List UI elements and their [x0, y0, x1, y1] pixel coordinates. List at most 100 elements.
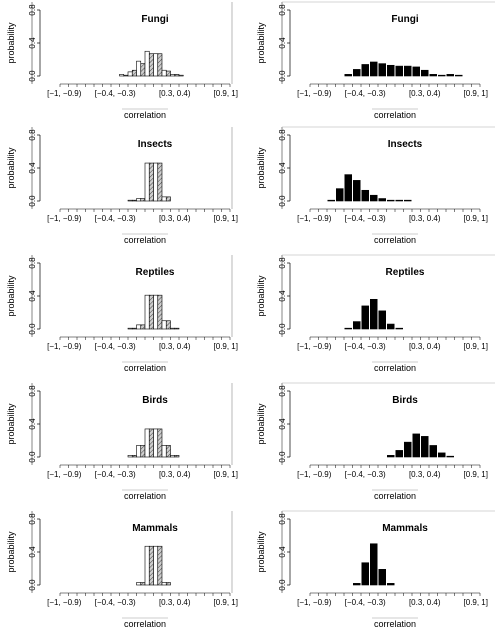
x-tick-label: [0.3, 0.4) [409, 342, 441, 351]
bar-black [352, 69, 361, 77]
panel-title: Insects [388, 139, 423, 150]
y-tick-label: 0.4 [278, 162, 287, 174]
bar-hatched [165, 582, 171, 586]
y-tick-label: 0.8 [278, 257, 287, 269]
bar-hatched [148, 53, 154, 77]
bar-white [144, 162, 150, 202]
bar-black [327, 199, 335, 202]
bar-black [369, 194, 378, 202]
x-axis-title: correlation [124, 235, 166, 245]
bar-hatched [165, 196, 171, 202]
x-axis-title: correlation [124, 491, 166, 501]
bar-black [395, 65, 403, 77]
x-tick-label: [0.9, 1] [464, 470, 488, 479]
bar-black [378, 569, 386, 586]
bar-black [412, 66, 420, 77]
bar-black [361, 562, 369, 586]
bar-white [136, 60, 142, 77]
x-tick-label: [−1, −0.9) [47, 470, 82, 479]
bar-hatched [131, 327, 137, 330]
x-tick-label: [−0.4, −0.3) [345, 214, 386, 223]
bar-black [386, 64, 395, 77]
bar-black [395, 450, 403, 458]
bar-white [170, 74, 176, 77]
bar-black [344, 327, 352, 330]
x-tick-label: [−0.4, −0.3) [345, 342, 386, 351]
bar-hatched [131, 69, 137, 77]
bar-white [127, 71, 133, 77]
bar-white [170, 455, 176, 458]
x-axis-title: correlation [124, 110, 166, 120]
panel-fungi-right: 0.0 0.4 0.8 probability Fungi [−1, −0.9) [−0.4… [256, 1, 495, 120]
bar-white [178, 74, 184, 77]
panel-mammals-left: 0.0 0.4 0.8 probability Mammals [−1, −0.9) [−0… [6, 511, 238, 629]
bar-white [161, 320, 167, 330]
x-tick-label: [−1, −0.9) [297, 598, 332, 607]
bar-hatched [148, 428, 154, 458]
bar-hatched [140, 582, 146, 586]
y-tick-label: 0.0 [28, 195, 37, 207]
x-tick-label: [0.9, 1] [214, 342, 238, 351]
bar-black [335, 188, 344, 202]
y-tick-label: 0.8 [278, 385, 287, 397]
bar-white [144, 545, 150, 586]
bar-black [420, 69, 429, 77]
x-tick-label: [0.9, 1] [214, 470, 238, 479]
bar-black [454, 74, 463, 77]
x-tick-label: [0.3, 0.4) [409, 214, 441, 223]
x-tick-label: [0.3, 0.4) [409, 470, 441, 479]
bar-black [412, 433, 420, 458]
bar-black [352, 180, 361, 202]
bar-white [161, 69, 167, 77]
bar-white [119, 74, 125, 77]
y-axis-title: probability [6, 403, 16, 445]
y-tick-label: 0.0 [278, 579, 287, 591]
y-tick-label: 0.8 [278, 129, 287, 141]
bar-black [437, 452, 446, 458]
bar-white [136, 198, 142, 202]
y-tick-label: 0.0 [278, 195, 287, 207]
x-tick-label: [0.9, 1] [464, 214, 488, 223]
bar-hatched [148, 294, 154, 330]
bar-white [144, 428, 150, 458]
panel-title: Fungi [141, 14, 168, 25]
x-tick-label: [−1, −0.9) [297, 214, 332, 223]
bar-black [429, 74, 437, 77]
bar-black [369, 298, 378, 330]
y-axis-title: probability [6, 275, 16, 317]
bar-black [403, 441, 412, 458]
y-axis-title: probability [256, 531, 266, 573]
x-tick-label: [−0.4, −0.3) [95, 89, 136, 98]
bar-black [446, 455, 454, 458]
bar-hatched [157, 294, 163, 330]
x-tick-label: [0.3, 0.4) [159, 342, 191, 351]
y-tick-label: 0.0 [28, 579, 37, 591]
y-axis-title: probability [6, 22, 16, 64]
x-tick-label: [−1, −0.9) [297, 470, 332, 479]
y-tick-label: 0.0 [28, 451, 37, 463]
bar-white [136, 582, 142, 586]
panel-reptiles-left: 0.0 0.4 0.8 probability Reptiles [−1, −0.9) [−… [6, 255, 238, 373]
bar-white [153, 53, 159, 77]
x-tick-label: [−1, −0.9) [297, 89, 332, 98]
x-axis-title: correlation [374, 110, 416, 120]
y-tick-label: 0.4 [28, 418, 37, 430]
bar-hatched [165, 70, 171, 77]
y-tick-label: 0.4 [278, 290, 287, 302]
bar-hatched [140, 324, 146, 330]
bar-hatched [174, 455, 180, 458]
panel-title: Birds [142, 395, 168, 406]
bar-black [344, 174, 352, 202]
y-tick-label: 0.4 [28, 37, 37, 49]
bar-white [161, 445, 167, 458]
x-tick-label: [0.9, 1] [214, 214, 238, 223]
bar-black [361, 305, 369, 330]
x-tick-label: [−0.4, −0.3) [345, 89, 386, 98]
x-tick-label: [0.3, 0.4) [409, 598, 441, 607]
x-tick-label: [0.9, 1] [214, 598, 238, 607]
y-axis-title: probability [256, 147, 266, 189]
y-tick-label: 0.4 [28, 546, 37, 558]
x-axis-title: correlation [374, 619, 416, 629]
y-tick-label: 0.0 [28, 323, 37, 335]
